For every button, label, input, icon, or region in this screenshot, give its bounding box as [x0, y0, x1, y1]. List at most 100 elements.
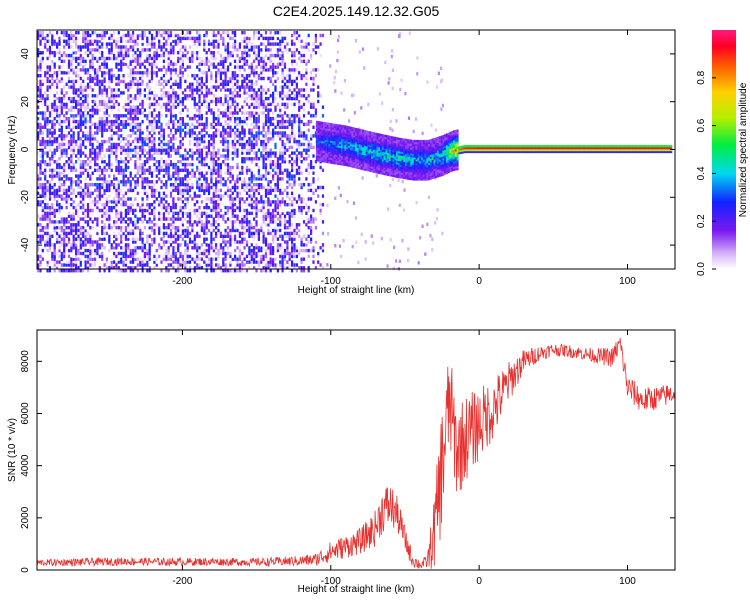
noise-cell [207, 248, 211, 253]
noise-cell [129, 71, 132, 75]
noise-cell [77, 74, 80, 78]
noise-cell [269, 117, 272, 121]
noise-cell [267, 154, 270, 158]
noise-cell [65, 188, 68, 193]
noise-cell [37, 131, 40, 135]
noise-cell [91, 226, 94, 230]
noise-cell [184, 105, 187, 109]
noise-cell [158, 114, 161, 118]
noise-cell [46, 56, 49, 61]
noise-cell [150, 185, 154, 190]
noise-cell [56, 188, 59, 193]
noise-cell [72, 79, 75, 84]
noise-cell [103, 122, 106, 127]
noise-cell [172, 188, 175, 193]
noise-cell [122, 160, 125, 164]
noise-cell [241, 65, 244, 69]
noise-cell [86, 134, 90, 138]
noise-cell [110, 48, 113, 52]
noise-cell [146, 208, 149, 213]
noise-cell [179, 56, 182, 61]
noise-cell [41, 31, 44, 35]
noise-cell [48, 160, 52, 164]
noise-cell [288, 211, 291, 215]
noise-cell [86, 99, 90, 104]
noise-cell [198, 157, 201, 161]
noise-cell [134, 53, 137, 58]
noise-cell [253, 39, 256, 43]
noise-cell [67, 220, 71, 224]
noise-cell [120, 91, 123, 95]
noise-cell [91, 257, 94, 261]
noise-cell [48, 269, 52, 273]
noise-cell [229, 105, 232, 109]
noise-cell [205, 214, 208, 218]
noise-cell [281, 145, 284, 150]
noise-cell [205, 243, 208, 247]
noise-cell [250, 203, 253, 207]
noise-cell [70, 183, 73, 187]
noise-cell [67, 162, 71, 167]
noise-cell [205, 85, 208, 89]
noise-cell [276, 51, 279, 55]
noise-cell [172, 39, 175, 43]
noise-cell [150, 226, 154, 230]
noise-cell [39, 183, 42, 187]
noise-cell [241, 151, 244, 155]
noise-cell [255, 269, 258, 273]
noise-cell [177, 211, 180, 215]
noise-cell [217, 85, 220, 89]
noise-cell [272, 88, 275, 92]
noise-cell [143, 240, 146, 244]
noise-cell [276, 183, 279, 187]
noise-cell [108, 188, 111, 193]
noise-cell [276, 228, 279, 233]
noise-cell [77, 234, 80, 238]
noise-cell [184, 205, 187, 210]
noise-cell [200, 171, 203, 175]
noise-cell [63, 114, 66, 118]
noise-cell [250, 200, 253, 204]
noise-cell [117, 211, 120, 215]
noise-cell [217, 197, 220, 201]
noise-cell [269, 208, 272, 213]
noise-cell [75, 251, 78, 256]
noise-cell [58, 114, 61, 118]
noise-cell [70, 108, 73, 112]
noise-cell [248, 139, 251, 144]
noise-cell [134, 248, 137, 253]
noise-cell [281, 122, 284, 127]
noise-cell [110, 263, 113, 267]
noise-cell [146, 254, 149, 259]
noise-cell [203, 240, 206, 244]
noise-cell [224, 71, 227, 75]
noise-cell [207, 42, 211, 46]
noise-cell [286, 174, 289, 178]
noise-cell [153, 142, 156, 147]
noise-cell [222, 31, 225, 35]
noise-cell [44, 36, 47, 41]
noise-cell [226, 45, 230, 49]
noise-cell [219, 76, 222, 81]
noise-cell [67, 39, 71, 43]
noise-cell [39, 237, 42, 241]
noise-cell [224, 263, 227, 267]
noise-cell [84, 114, 87, 118]
noise-cell [264, 148, 268, 152]
noise-cell [279, 237, 282, 241]
noise-cell [205, 99, 208, 104]
noise-cell [110, 108, 113, 112]
noise-cell [129, 208, 132, 213]
noise-cell [53, 128, 56, 132]
noise-cell [177, 42, 180, 46]
noise-cell [203, 174, 206, 178]
noise-cell [150, 102, 154, 107]
noise-cell [274, 65, 277, 69]
noise-cell [253, 137, 256, 141]
noise-cell [86, 191, 90, 195]
noise-cell [117, 62, 120, 66]
noise-cell [243, 45, 246, 49]
noise-cell [279, 228, 282, 233]
noise-cell [148, 257, 151, 261]
noise-cell [108, 114, 111, 118]
